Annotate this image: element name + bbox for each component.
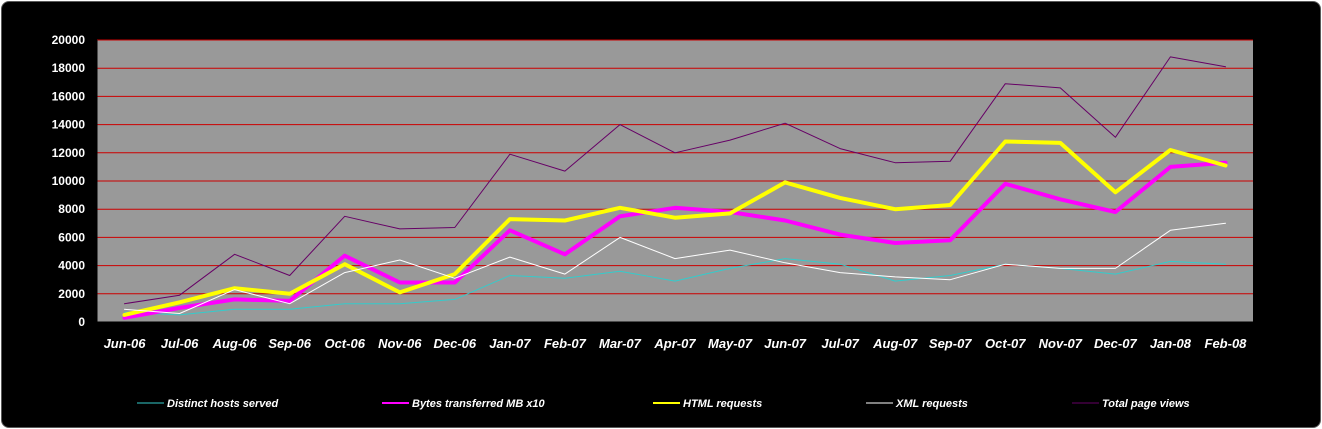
y-tick-label: 16000 (52, 89, 86, 103)
y-tick-label: 12000 (52, 146, 86, 160)
x-tick-label: Jan-07 (489, 336, 531, 351)
x-tick-label: Feb-08 (1205, 336, 1248, 351)
legend-label: Bytes transferred MB x10 (412, 398, 546, 410)
x-tick-label: Apr-07 (653, 336, 696, 351)
y-tick-label: 4000 (58, 259, 85, 273)
x-tick-label: Jul-06 (161, 336, 199, 351)
x-tick-label: May-07 (708, 336, 753, 351)
x-tick-label: Nov-06 (378, 336, 422, 351)
x-tick-label: Aug-06 (212, 336, 258, 351)
legend-label: XML requests (895, 398, 968, 410)
legend-label: Distinct hosts served (167, 398, 279, 410)
x-tick-label: Dec-06 (433, 336, 476, 351)
x-tick-label: Feb-07 (544, 336, 587, 351)
y-tick-label: 2000 (58, 287, 85, 301)
y-tick-label: 6000 (58, 230, 85, 244)
y-tick-label: 18000 (52, 61, 86, 75)
y-tick-label: 0 (78, 315, 85, 329)
legend-label: Total page views (1102, 398, 1190, 410)
x-tick-label: Jan-08 (1150, 336, 1192, 351)
y-tick-label: 14000 (52, 118, 86, 132)
x-tick-label: Sep-06 (268, 336, 311, 351)
y-tick-label: 8000 (58, 202, 85, 216)
y-tick-label: 20000 (52, 33, 86, 47)
x-tick-label: Jul-07 (821, 336, 859, 351)
x-tick-label: Jun-06 (104, 336, 147, 351)
x-tick-label: Dec-07 (1094, 336, 1137, 351)
x-tick-label: Nov-07 (1039, 336, 1083, 351)
x-tick-label: Aug-07 (872, 336, 918, 351)
legend-label: HTML requests (683, 398, 762, 410)
x-tick-label: Mar-07 (599, 336, 642, 351)
x-tick-label: Jun-07 (764, 336, 807, 351)
y-tick-label: 10000 (52, 174, 86, 188)
x-tick-label: Sep-07 (929, 336, 972, 351)
x-tick-label: Oct-06 (324, 336, 365, 351)
x-tick-label: Oct-07 (985, 336, 1026, 351)
